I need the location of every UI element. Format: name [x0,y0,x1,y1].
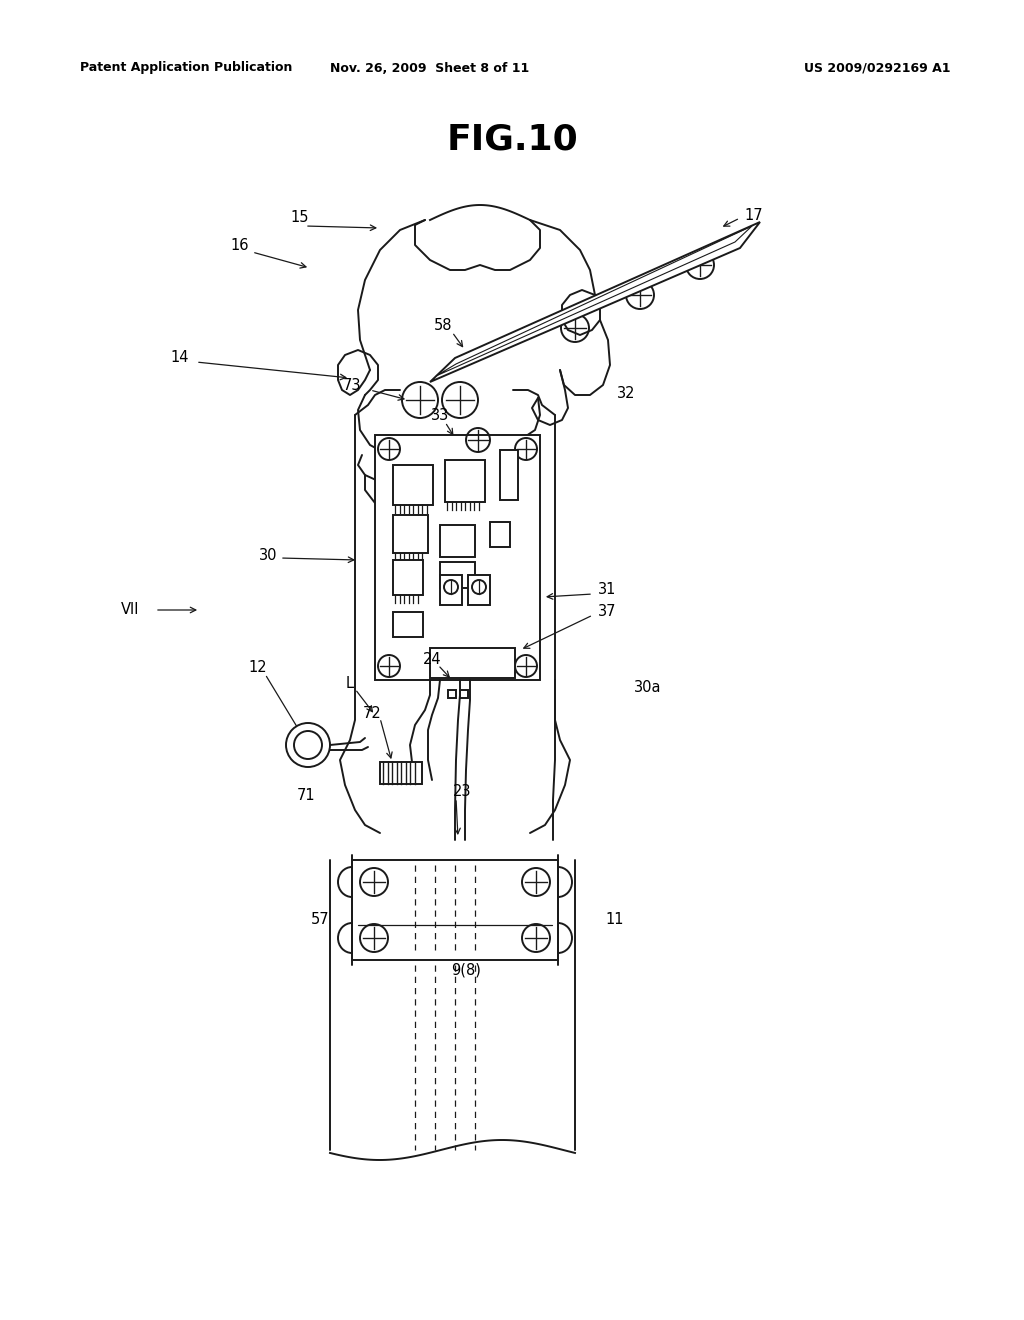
Bar [468,576,490,605]
Text: L: L [346,676,354,692]
Text: 24: 24 [423,652,441,668]
Text: 11: 11 [606,912,625,928]
Polygon shape [430,222,760,381]
Circle shape [286,723,330,767]
Text: 71: 71 [297,788,315,803]
Text: 58: 58 [434,318,453,333]
Text: 73: 73 [343,378,361,392]
Text: 9(8): 9(8) [451,962,481,978]
Text: 16: 16 [230,238,249,252]
Bar [440,576,462,605]
Text: 72: 72 [362,706,381,722]
Bar [393,515,428,553]
Bar [449,690,456,698]
Bar [393,560,423,595]
Text: 31: 31 [598,582,616,598]
Bar [460,690,468,698]
Text: US 2009/0292169 A1: US 2009/0292169 A1 [804,62,950,74]
Bar [375,436,540,680]
Bar [352,861,558,960]
Bar [490,521,510,546]
Bar [393,465,433,506]
Bar [445,459,485,502]
Text: VII: VII [121,602,139,618]
Text: 30: 30 [259,548,278,562]
Text: 23: 23 [453,784,471,800]
Bar [500,450,518,500]
Text: 33: 33 [431,408,450,422]
Text: Patent Application Publication: Patent Application Publication [80,62,293,74]
Bar [440,525,475,557]
Bar [380,762,422,784]
Bar [440,562,475,587]
Text: 57: 57 [310,912,330,928]
Text: 14: 14 [171,351,189,366]
Bar [430,648,515,678]
Text: FIG.10: FIG.10 [446,123,578,157]
Text: 37: 37 [598,605,616,619]
Text: 30a: 30a [634,681,662,696]
Text: 32: 32 [616,385,635,400]
Text: Nov. 26, 2009  Sheet 8 of 11: Nov. 26, 2009 Sheet 8 of 11 [331,62,529,74]
Text: 15: 15 [291,210,309,226]
Text: 17: 17 [744,207,763,223]
Bar [393,612,423,638]
Text: 12: 12 [249,660,267,676]
